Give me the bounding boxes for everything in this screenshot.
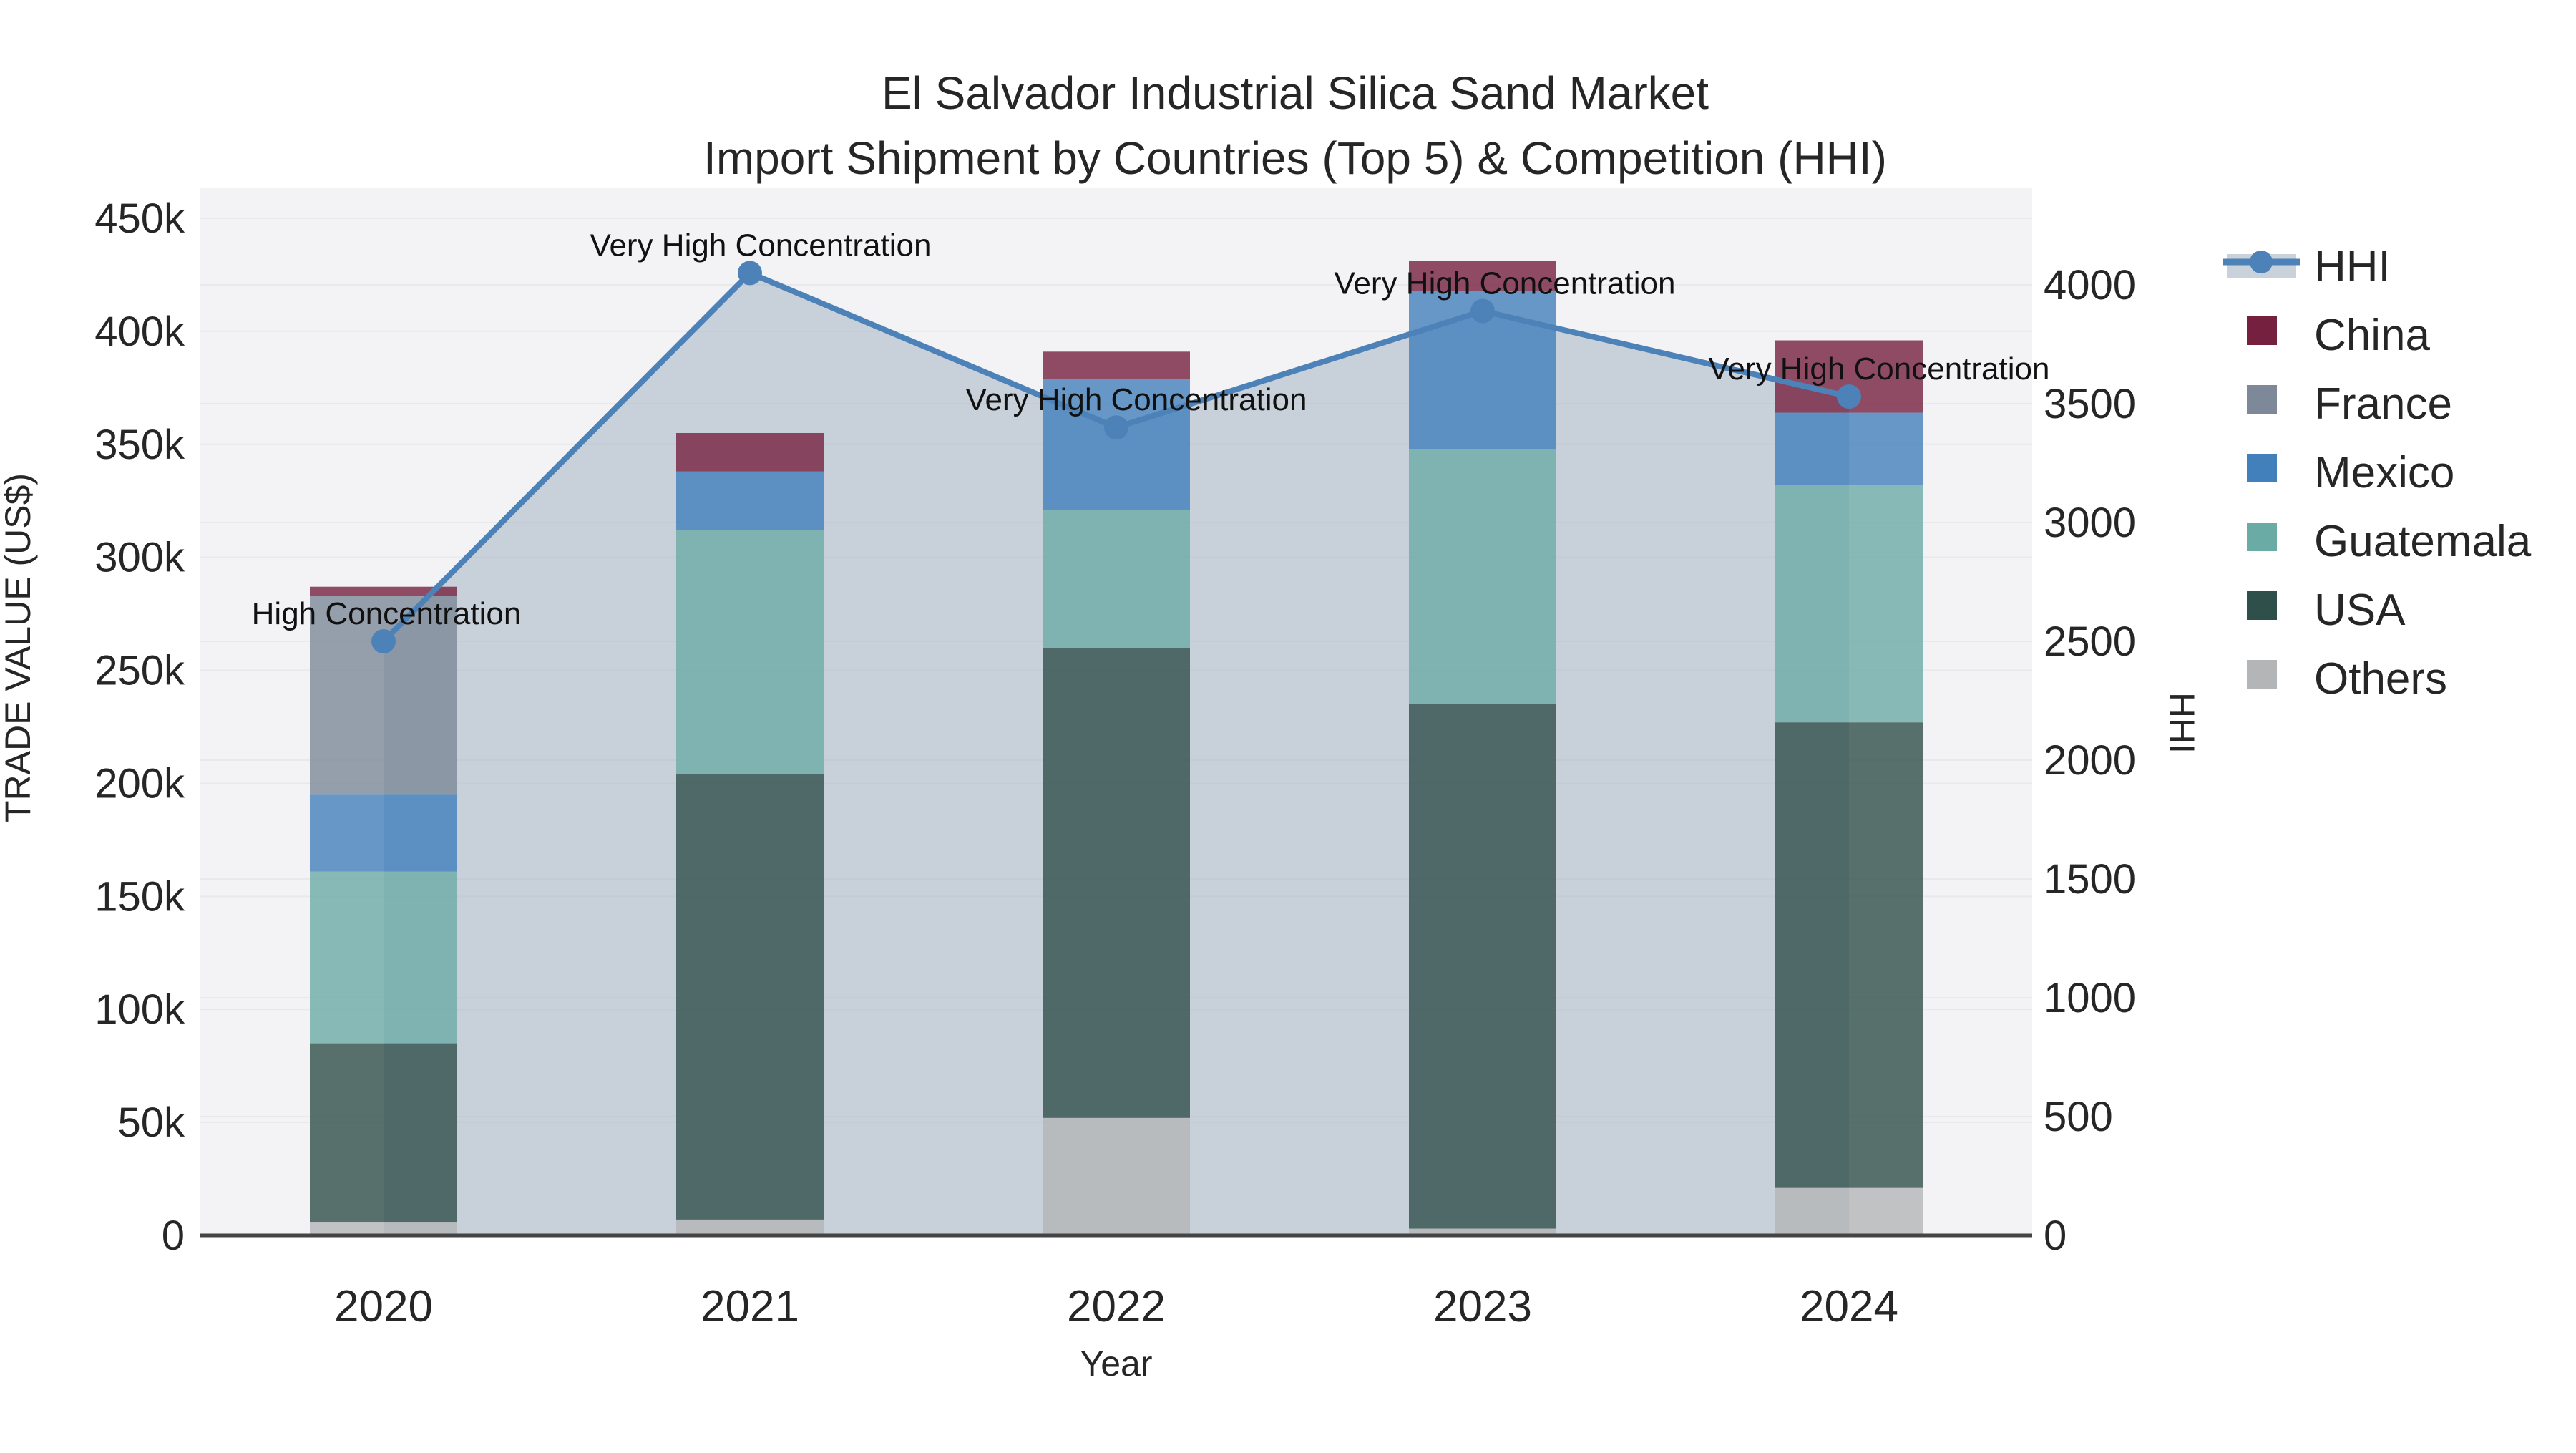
- legend-swatch-icon: [2247, 660, 2277, 689]
- bar-segment-2023-usa: [1409, 704, 1556, 1229]
- bar-segment-2020-guatemala: [310, 871, 457, 1044]
- legend-swatch-icon: [2247, 591, 2277, 620]
- chart-title-line1: El Salvador Industrial Silica Sand Marke…: [882, 67, 1709, 119]
- x-tick-label-2024: 2024: [1800, 1282, 1898, 1331]
- bar-segment-2024-others: [1775, 1187, 1923, 1235]
- legend-hhi-marker-icon: [2250, 251, 2273, 273]
- bar-segment-2023-others: [1409, 1228, 1556, 1235]
- hhi-marker-2024: [1837, 384, 1861, 409]
- bar-segment-2021-china: [676, 432, 824, 472]
- y-right-tick-label: 1000: [2044, 975, 2136, 1021]
- y-left-tick-label: 200k: [94, 760, 185, 807]
- legend-label: Mexico: [2314, 448, 2454, 497]
- legend-swatch-icon: [2247, 523, 2277, 551]
- legend-item-guatemala[interactable]: Guatemala: [2247, 517, 2532, 566]
- annotation-2023: Very High Concentration: [1335, 266, 1676, 301]
- bar-segment-2020-mexico: [310, 794, 457, 872]
- legend-label: China: [2314, 311, 2431, 360]
- y-left-tick-label: 100k: [94, 986, 185, 1033]
- legend-item-china[interactable]: China: [2247, 311, 2431, 360]
- bar-segment-2024-usa: [1775, 722, 1923, 1188]
- y-left-tick-label: 150k: [94, 873, 185, 920]
- bar-segment-2021-guatemala: [676, 530, 824, 774]
- bar-segment-2022-mexico: [1043, 379, 1190, 510]
- y-left-tick-label: 350k: [94, 422, 185, 468]
- y-right-tick-label: 3000: [2044, 500, 2136, 546]
- legend-item-france[interactable]: France: [2247, 379, 2452, 429]
- y-left-tick-label: 450k: [94, 195, 185, 242]
- x-tick-label-2021: 2021: [701, 1282, 799, 1331]
- annotation-2024: Very High Concentration: [1709, 351, 2050, 387]
- y-left-tick-label: 300k: [94, 535, 185, 581]
- y-right-axis-title: HHI: [2162, 692, 2202, 754]
- hhi-marker-2021: [738, 261, 762, 286]
- legend-swatch-icon: [2247, 385, 2277, 414]
- y-right-tick-label: 2000: [2044, 737, 2136, 784]
- x-tick-label-2023: 2023: [1433, 1282, 1532, 1331]
- legend-item-hhi[interactable]: HHI: [2223, 242, 2391, 291]
- legend-label: USA: [2314, 585, 2406, 635]
- annotation-2022: Very High Concentration: [966, 382, 1307, 417]
- annotation-2020: High Concentration: [252, 596, 522, 631]
- bar-segment-2023-china: [1409, 261, 1556, 291]
- legend-label: Others: [2314, 654, 2447, 704]
- legend-swatch-icon: [2247, 454, 2277, 482]
- hhi-marker-2022: [1104, 415, 1128, 440]
- x-tick-label-2022: 2022: [1067, 1282, 1166, 1331]
- legend-swatch-icon: [2247, 316, 2277, 345]
- y-left-tick-label: 400k: [94, 308, 185, 355]
- bar-segment-2023-guatemala: [1409, 449, 1556, 704]
- y-right-tick-label: 2500: [2044, 618, 2136, 665]
- y-right-tick-label: 3500: [2044, 381, 2136, 427]
- legend-label: Guatemala: [2314, 517, 2532, 566]
- bar-segment-2020-usa: [310, 1043, 457, 1223]
- y-right-tick-label: 4000: [2044, 262, 2136, 308]
- y-right-tick-label: 500: [2044, 1094, 2113, 1140]
- annotation-2021: Very High Concentration: [590, 228, 932, 263]
- hhi-marker-2020: [371, 629, 396, 653]
- bar-segment-2021-mexico: [676, 471, 824, 530]
- legend-item-usa[interactable]: USA: [2247, 585, 2406, 635]
- bar-segment-2021-others: [676, 1219, 824, 1235]
- x-tick-label-2020: 2020: [334, 1282, 433, 1331]
- plot-area: High Concentration Very High Concentratio…: [94, 188, 2136, 1331]
- bar-segment-2022-china: [1043, 351, 1190, 379]
- x-axis-title: Year: [1080, 1343, 1152, 1384]
- bar-segment-2024-guatemala: [1775, 485, 1923, 723]
- bar-segment-2022-others: [1043, 1117, 1190, 1235]
- bar-segment-2022-usa: [1043, 647, 1190, 1118]
- y-left-axis-title: TRADE VALUE (US$): [0, 473, 38, 822]
- legend: HHI China France Mexico Guatemala USA Others: [2223, 242, 2532, 704]
- legend-label: France: [2314, 379, 2452, 429]
- hhi-marker-2023: [1470, 298, 1495, 324]
- legend-label: HHI: [2314, 242, 2391, 291]
- bar-segment-2024-mexico: [1775, 412, 1923, 485]
- y-right-tick-label: 1500: [2044, 856, 2136, 903]
- y-left-tick-label: 50k: [117, 1099, 185, 1146]
- bar-segment-2020-china: [310, 586, 457, 596]
- y-left-tick-label: 250k: [94, 648, 185, 694]
- chart-title-line2: Import Shipment by Countries (Top 5) & C…: [703, 132, 1887, 184]
- bar-segment-2021-usa: [676, 774, 824, 1220]
- bar-segment-2020-france: [310, 596, 457, 795]
- bar-segment-2020-others: [310, 1222, 457, 1235]
- bar-segment-2022-guatemala: [1043, 510, 1190, 648]
- y-right-tick-label: 0: [2044, 1213, 2067, 1259]
- legend-item-mexico[interactable]: Mexico: [2247, 448, 2454, 497]
- y-left-tick-label: 0: [162, 1213, 185, 1259]
- legend-item-others[interactable]: Others: [2247, 654, 2447, 704]
